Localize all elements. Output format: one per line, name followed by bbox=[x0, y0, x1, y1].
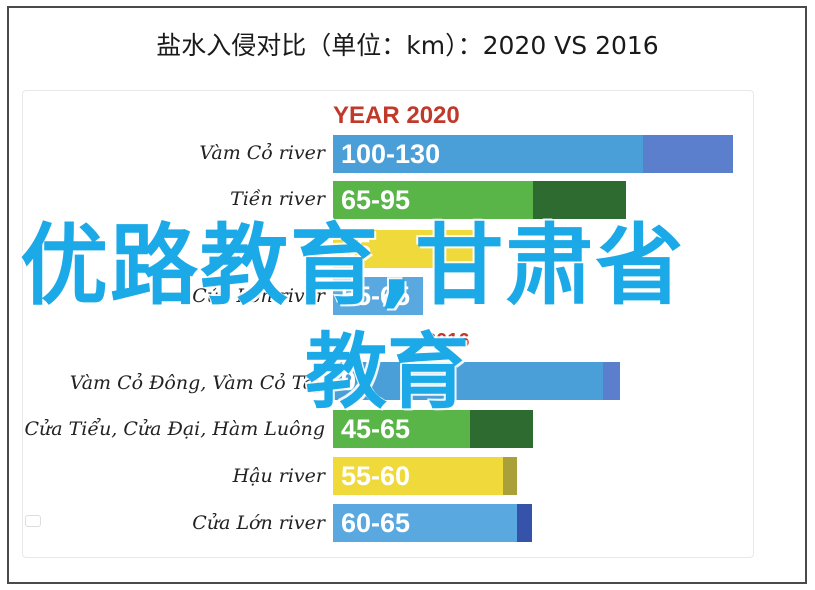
row-label-hau-river: Hậu river bbox=[232, 465, 325, 487]
bar-2016-cua-lon bbox=[333, 504, 517, 542]
corner-icon bbox=[25, 515, 41, 527]
row-label-cua-lon-river-2016: Cửa Lớn river bbox=[192, 512, 325, 534]
watermark-line2: 教育 bbox=[305, 325, 470, 420]
bar-2016-hau bbox=[333, 457, 503, 495]
bar-label-2016-cua-lon: 60-65 bbox=[341, 508, 411, 538]
bar-2020-tien bbox=[333, 181, 533, 219]
row-label-cua-tieu: Cửa Tiểu, Cửa Đại, Hàm Luông bbox=[24, 418, 325, 440]
bar-label-2016-hau: 55-60 bbox=[341, 461, 411, 491]
chart-title: 盐水入侵对比（单位：km）：2020 VS 2016 bbox=[156, 31, 659, 60]
bar-2016-cua-tieu-range bbox=[470, 410, 533, 448]
bar-label-2020-cua-lon: 55-65 bbox=[341, 281, 411, 311]
bar-label-2020-row3: 65 bbox=[341, 234, 372, 264]
bar-label-2020-tien: 65-95 bbox=[341, 185, 411, 215]
bar-2020-row3 bbox=[333, 230, 473, 268]
row-label-vam-co-dong: Vàm Cỏ Đông, Vàm Cỏ Tây bbox=[69, 372, 325, 394]
row-label-cua-lon-river-2020: Cửa Lớn river bbox=[192, 285, 325, 307]
bar-2020-vam-co-range bbox=[643, 135, 733, 173]
bar-2020-cua-lon bbox=[333, 277, 423, 315]
row-label-vam-co-river: Vàm Cỏ river bbox=[199, 142, 325, 164]
bar-label-2020-vam-co: 100-130 bbox=[341, 139, 441, 169]
bar-2016-cua-lon-range bbox=[517, 504, 532, 542]
bar-2020-vam-co bbox=[333, 135, 643, 173]
bar-label-2016-cua-tieu: 45-65 bbox=[341, 414, 411, 444]
bar-2016-hau-range bbox=[503, 457, 517, 495]
bar-2016-cua-tieu bbox=[333, 410, 470, 448]
bar-2016-vam-co-dong bbox=[333, 362, 603, 400]
row-label-tien-river: Tiền river bbox=[230, 188, 325, 210]
bar-label-2016-vam-co-dong: 93 bbox=[341, 366, 372, 396]
bar-2020-tien-range bbox=[533, 181, 626, 219]
section-header-2020: YEAR 2020 bbox=[333, 102, 460, 129]
watermark-line1: 优路教育,甘肃省 bbox=[20, 214, 686, 317]
section-header-2016: 2016 bbox=[425, 330, 470, 352]
bar-2016-vam-co-dong-range bbox=[603, 362, 620, 400]
